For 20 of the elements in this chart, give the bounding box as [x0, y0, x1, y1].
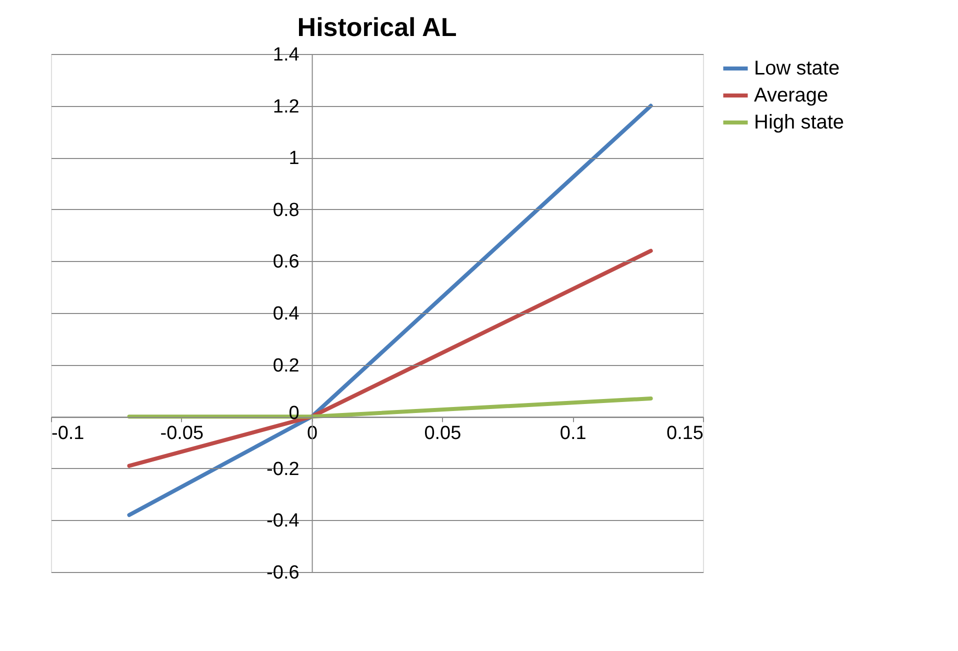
- x-tick-label: -0.1: [52, 423, 84, 444]
- legend-label: High state: [754, 112, 844, 134]
- y-tick-label: -0.2: [266, 458, 300, 480]
- y-tick-label: 0.2: [272, 355, 300, 376]
- y-tick-label: 1: [288, 148, 300, 170]
- y-tick-label: 0.6: [272, 252, 300, 273]
- y-tick-label: 0.8: [272, 200, 300, 221]
- legend-label: Low state: [754, 58, 840, 80]
- y-tick-label: -0.6: [266, 562, 300, 584]
- legend-label: Average: [754, 84, 828, 106]
- y-tick-label: 1.2: [272, 96, 300, 118]
- x-tick-label: 0: [307, 423, 318, 444]
- x-tick-label: 0.1: [560, 423, 586, 444]
- y-tick-label: 0.4: [272, 304, 300, 324]
- y-tick-label: -0.4: [266, 510, 300, 532]
- y-tick-label: 1.4: [272, 44, 300, 66]
- x-tick-label: -0.05: [160, 423, 204, 444]
- x-tick-label: 0.15: [666, 423, 704, 444]
- x-tick-label: 0.05: [424, 423, 462, 444]
- chart-title: Historical AL: [297, 12, 457, 42]
